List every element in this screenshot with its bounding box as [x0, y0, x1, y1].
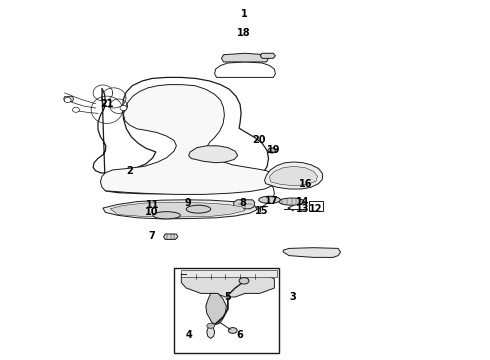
Polygon shape: [100, 85, 275, 194]
Polygon shape: [234, 200, 255, 209]
Polygon shape: [215, 62, 275, 77]
Ellipse shape: [64, 98, 71, 103]
Text: 7: 7: [148, 231, 155, 241]
Text: 1: 1: [241, 9, 247, 19]
Bar: [174, 268, 279, 353]
Ellipse shape: [259, 196, 280, 203]
Polygon shape: [189, 146, 238, 163]
Ellipse shape: [186, 205, 211, 213]
Polygon shape: [207, 324, 215, 338]
Polygon shape: [164, 234, 178, 239]
Polygon shape: [135, 208, 183, 213]
Polygon shape: [260, 53, 275, 58]
Ellipse shape: [268, 148, 276, 153]
Text: 21: 21: [100, 99, 114, 109]
Polygon shape: [206, 293, 226, 324]
Polygon shape: [64, 96, 74, 102]
Text: 19: 19: [267, 145, 280, 156]
Text: 2: 2: [126, 166, 133, 176]
Ellipse shape: [73, 107, 79, 112]
Text: 14: 14: [295, 197, 309, 207]
Text: 9: 9: [185, 198, 192, 208]
Polygon shape: [93, 77, 269, 194]
Text: 20: 20: [252, 135, 266, 145]
Text: 6: 6: [237, 330, 244, 340]
Polygon shape: [283, 248, 341, 257]
Polygon shape: [270, 166, 318, 186]
Text: 15: 15: [255, 206, 269, 216]
Polygon shape: [221, 53, 269, 62]
Ellipse shape: [120, 105, 127, 111]
Text: 13: 13: [296, 204, 310, 214]
Ellipse shape: [228, 328, 237, 333]
Ellipse shape: [153, 212, 180, 219]
Text: 8: 8: [240, 198, 246, 208]
Text: 16: 16: [298, 179, 312, 189]
Text: 4: 4: [185, 330, 192, 340]
Ellipse shape: [239, 278, 249, 284]
Ellipse shape: [279, 198, 304, 205]
Polygon shape: [181, 270, 277, 277]
Bar: [309, 201, 323, 211]
Polygon shape: [181, 274, 274, 297]
Text: 12: 12: [309, 204, 323, 214]
Text: 10: 10: [145, 207, 159, 217]
Text: 5: 5: [224, 292, 231, 302]
Text: 3: 3: [290, 292, 296, 302]
Polygon shape: [110, 202, 245, 217]
Text: 11: 11: [146, 200, 160, 210]
Polygon shape: [103, 200, 257, 219]
Text: 18: 18: [237, 28, 251, 39]
Polygon shape: [265, 162, 322, 189]
Text: 17: 17: [265, 196, 279, 206]
Ellipse shape: [207, 323, 215, 328]
